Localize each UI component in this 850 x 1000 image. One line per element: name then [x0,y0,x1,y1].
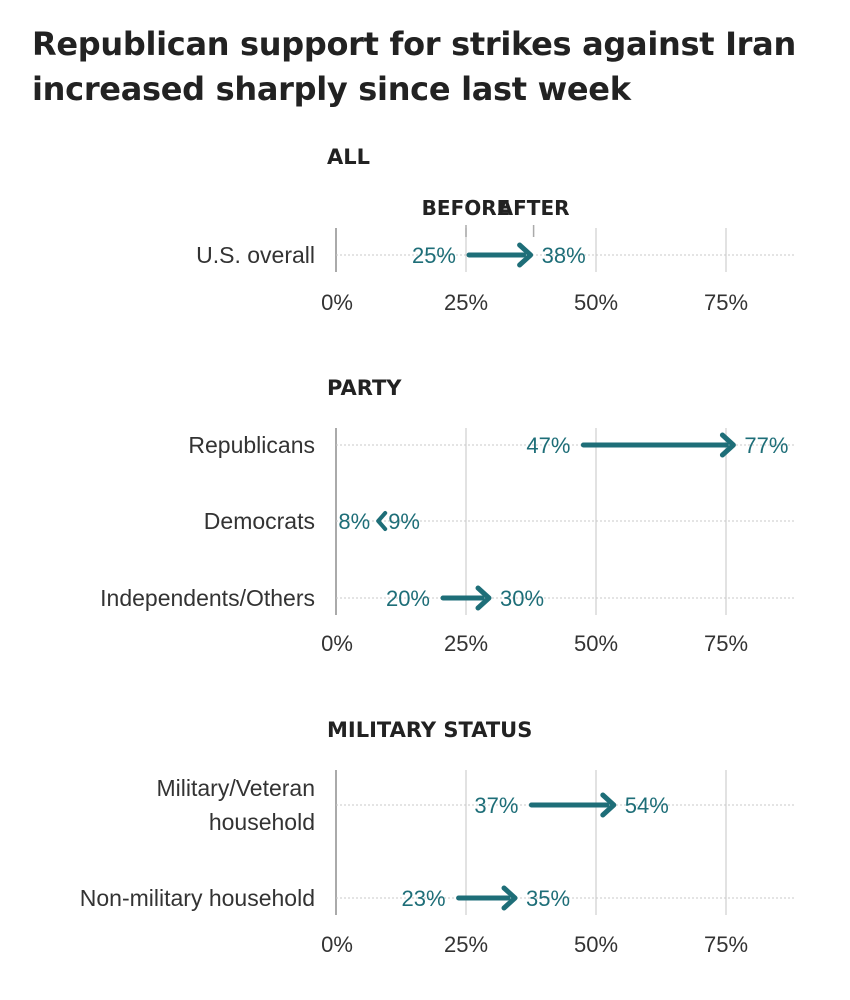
after-value-label: 38% [542,243,586,268]
before-value-label: 25% [412,243,456,268]
x-tick-label: 25% [444,290,488,315]
change-arrowhead [719,432,736,458]
chart-title: Republican support for strikes against I… [32,25,796,108]
x-tick-label: 25% [444,932,488,957]
after-value-label: 77% [744,433,788,458]
after-value-label: 35% [526,886,570,911]
x-tick-label: 0% [321,932,353,957]
legend-after-label: AFTER [498,196,570,220]
x-tick-label: 75% [704,631,748,656]
category-label: household [209,809,315,835]
x-tick-label: 75% [704,932,748,957]
before-value-label: 9% [388,509,420,534]
before-value-label: 37% [474,793,518,818]
category-label: Republicans [188,432,315,458]
category-label: Independents/Others [100,585,315,611]
section-title: MILITARY STATUS [327,718,532,742]
x-tick-label: 50% [574,631,618,656]
before-value-label: 23% [402,886,446,911]
x-tick-label: 0% [321,631,353,656]
after-value-label: 54% [625,793,669,818]
x-tick-label: 50% [574,932,618,957]
category-label: U.S. overall [196,242,315,268]
section-title: PARTY [327,376,402,400]
before-value-label: 47% [526,433,570,458]
change-arrowhead [501,885,518,911]
change-arrowhead [600,792,617,818]
before-value-label: 20% [386,586,430,611]
change-arrowhead [517,242,534,268]
x-tick-label: 0% [321,290,353,315]
after-value-label: 30% [500,586,544,611]
section-title: ALL [327,145,370,169]
category-label: Military/Veteran [156,775,315,801]
after-value-label: 8% [338,509,370,534]
x-tick-label: 50% [574,290,618,315]
change-arrowhead [376,511,388,531]
change-arrowhead [475,585,492,611]
legend-before-label: BEFORE [422,196,511,220]
x-tick-label: 25% [444,631,488,656]
category-label: Non-military household [80,885,315,911]
x-tick-label: 75% [704,290,748,315]
category-label: Democrats [204,508,315,534]
